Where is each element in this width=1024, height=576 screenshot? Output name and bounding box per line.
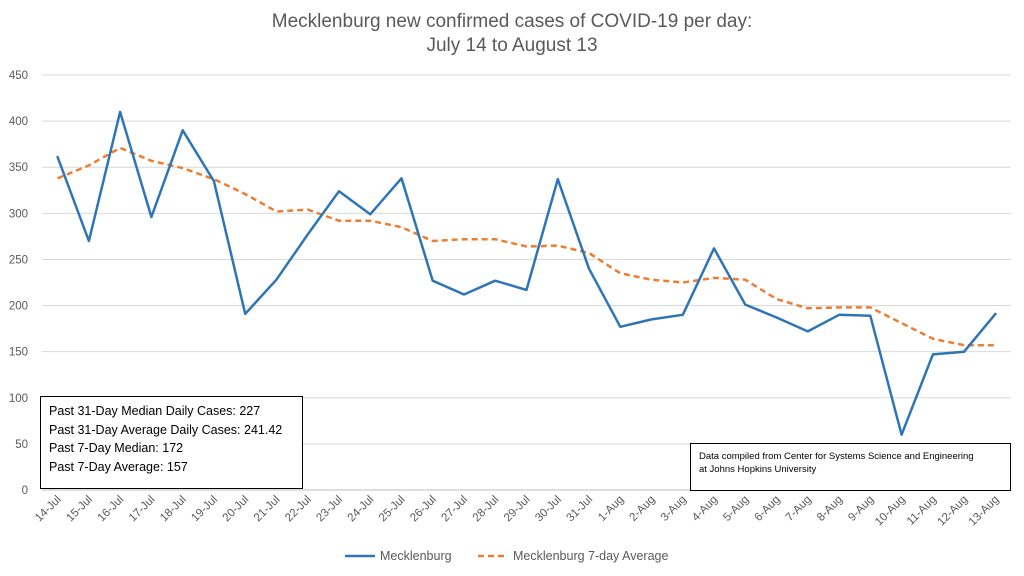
x-tick-label: 8-Aug [815,494,845,524]
x-tick-label: 5-Aug [721,494,751,524]
x-tick-label: 12-Aug [936,494,971,529]
x-tick-label: 10-Aug [873,494,908,529]
x-tick-label: 16-Jul [96,494,127,525]
x-tick-label: 19-Jul [189,494,220,525]
source-line-1: Data compiled from Center for Systems Sc… [699,451,974,462]
series-line-mecklenburg [56,110,997,436]
x-tick-label: 11-Aug [905,494,939,528]
x-tick-label: 20-Jul [221,494,252,525]
y-tick-label: 450 [9,70,28,82]
y-tick-label: 0 [22,485,28,497]
y-tick-label: 200 [9,301,28,313]
legend-label-7-day-average: Mecklenburg 7-day Average [513,549,668,563]
stats-average-31-day: Past 31-Day Average Daily Cases: 241.42 [49,422,283,437]
y-tick-label: 350 [9,162,28,174]
x-tick-label: 13-Aug [967,494,1002,529]
stats-median-7-day: Past 7-Day Median: 172 [49,441,184,455]
x-tick-label: 17-Jul [127,494,158,525]
x-tick-label: 27-Jul [439,494,470,525]
x-tick-label: 31-Jul [564,494,595,525]
chart-title-line-2: July 14 to August 13 [426,35,597,56]
x-tick-label: 14-Jul [33,494,64,525]
stats-box: Past 31-Day Median Daily Cases: 227 Past… [40,396,303,489]
series-line-7-day-average [57,146,996,347]
y-tick-label: 300 [9,208,28,220]
x-tick-label: 9-Aug [846,494,876,524]
y-tick-label: 150 [9,347,28,359]
x-tick-label: 30-Jul [533,494,564,525]
source-line-2: at Johns Hopkins University [699,464,817,475]
y-tick-label: 400 [9,116,28,128]
stats-median-31-day: Past 31-Day Median Daily Cases: 227 [49,404,261,418]
x-tick-label: 18-Jul [158,494,189,525]
legend-label-mecklenburg: Mecklenburg [380,549,452,563]
x-tick-label: 28-Jul [471,494,502,525]
x-tick-label: 7-Aug [784,494,814,524]
legend: Mecklenburg Mecklenburg 7-day Average [345,549,668,563]
x-tick-label: 23-Jul [314,494,345,525]
x-tick-label: 26-Jul [408,494,439,525]
y-axis-ticks: 0 50 100 150 200 250 300 350 400 450 [9,70,28,497]
chart-title-line-1: Mecklenburg new confirmed cases of COVID… [272,11,753,32]
x-tick-label: 25-Jul [377,494,408,525]
x-axis-ticks: 14-Jul 15-Jul 16-Jul 17-Jul 18-Jul 19-Jul 20-J… [33,494,1001,529]
y-tick-label: 50 [15,439,28,451]
stats-average-7-day: Past 7-Day Average: 157 [49,459,188,474]
x-tick-label: 4-Aug [690,494,720,524]
y-tick-label: 250 [9,254,28,266]
x-tick-label: 24-Jul [346,494,377,525]
x-tick-label: 2-Aug [627,494,657,524]
x-tick-label: 29-Jul [502,494,533,525]
x-tick-label: 21-Jul [252,494,283,525]
source-box: Data compiled from Center for Systems Sc… [690,443,1011,491]
x-tick-label: 6-Aug [753,494,783,524]
y-tick-label: 100 [9,393,28,405]
series-lines [56,110,997,436]
x-tick-label: 22-Jul [283,494,314,525]
x-tick-label: 3-Aug [659,494,689,524]
x-tick-label: 15-Jul [64,494,95,525]
x-tick-label: 1-Aug [596,494,626,524]
